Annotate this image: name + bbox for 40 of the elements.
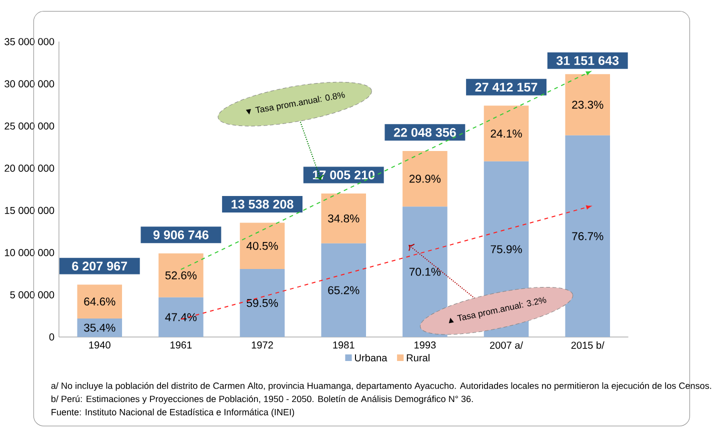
annotation: 35.4% xyxy=(84,324,116,332)
annotation: 64.6% xyxy=(84,298,116,306)
annotation: 23.3% xyxy=(572,100,604,109)
y-tick-label: 0 xyxy=(49,334,54,341)
y-tick-label: 35 000 000 xyxy=(4,38,54,46)
legend-label: Rural xyxy=(406,354,430,362)
y-tick-label: 25 000 000 xyxy=(4,122,54,130)
annotation: 24.1% xyxy=(490,130,522,138)
annotation: 75.9% xyxy=(490,245,522,254)
total-label: 13 538 208 xyxy=(232,200,294,209)
total-label: 27 412 157 xyxy=(475,82,538,92)
annotation: 52.6% xyxy=(165,271,197,280)
y-tick-label: 15 000 000 xyxy=(4,206,54,214)
x-tick-label: 1961 xyxy=(170,342,192,349)
x-tick-label: 1993 xyxy=(414,342,436,349)
y-tick-label: 5 000 000 xyxy=(10,291,54,298)
annotation: 70.1% xyxy=(409,268,441,276)
annotation: 29.9% xyxy=(409,174,441,183)
total-label: 6 207 967 xyxy=(72,262,128,271)
x-tick-label: 1981 xyxy=(333,342,354,349)
text: a/ No incluye la población del distrito de Carmen Alto, provincia Huamanga, departamento Ayacucho. Autoridades locales no permitieron la ejecución de los Censos. xyxy=(51,382,712,391)
annotation: 47.4% xyxy=(165,313,197,322)
x-tick-label: 2007 a/ xyxy=(490,342,524,349)
total-label: 31 151 643 xyxy=(556,56,619,66)
y-tick-label: 10 000 000 xyxy=(4,249,54,256)
annotation: 40.5% xyxy=(246,242,278,250)
annotation: 34.8% xyxy=(328,214,360,223)
x-tick-label: 1972 xyxy=(252,342,273,349)
annotation: 65.2% xyxy=(328,286,360,294)
text: b/ Perú: Estimaciones y Proyecciones de Población, 1950 - 2050. Boletín de Análisis Demográfico N° 36. xyxy=(51,395,473,404)
total-label: 22 048 356 xyxy=(394,128,456,137)
y-tick-label: 20 000 000 xyxy=(4,164,54,172)
annotation: 59.5% xyxy=(246,299,278,308)
annotation: 76.7% xyxy=(572,232,604,240)
legend-label: Urbana xyxy=(355,354,388,362)
y-tick-label: 30 000 000 xyxy=(4,80,54,88)
x-tick-label: 2015 b/ xyxy=(571,342,604,349)
source-note: Fuente: Instituto Nacional de Estadística e Informática (INEI) xyxy=(52,408,294,418)
x-tick-label: 1940 xyxy=(89,342,110,349)
total-label: 9 906 746 xyxy=(153,230,208,240)
